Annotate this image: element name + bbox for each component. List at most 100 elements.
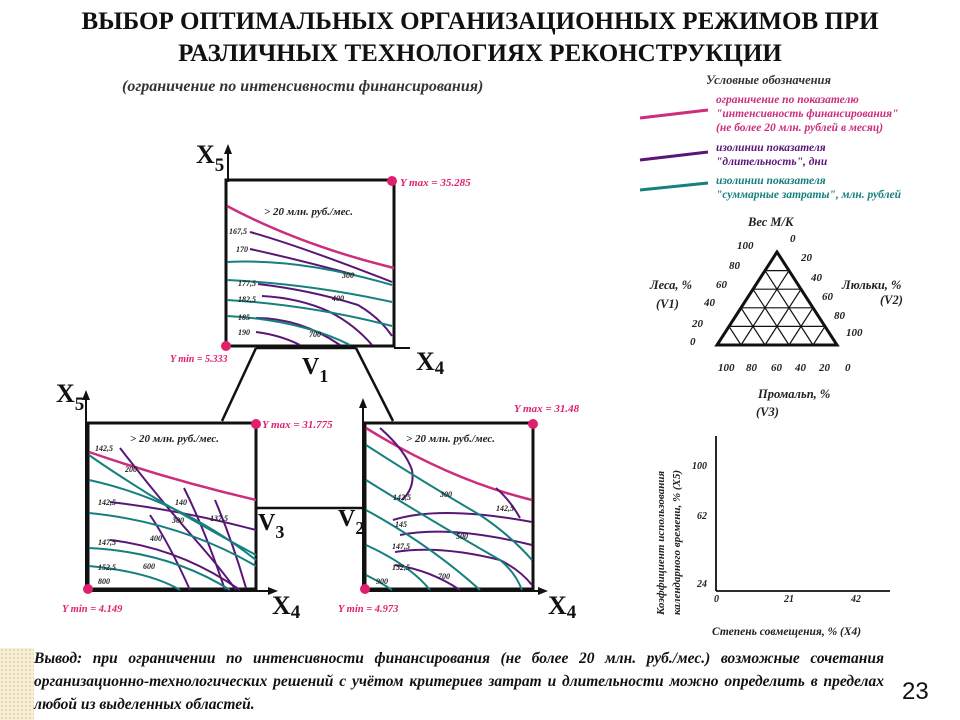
triangle-bottom-sub: (V3) bbox=[756, 405, 779, 419]
panel-right-constraint-label: > 20 млн. руб./мес. bbox=[406, 433, 495, 445]
left-duration-label: 140 bbox=[175, 498, 187, 507]
legend-item-cost-2: "суммарные затраты", млн. рублей bbox=[716, 188, 902, 201]
panel-right-constraint-line bbox=[365, 426, 533, 502]
right-cost-label: 900 bbox=[376, 577, 388, 586]
legend-line-constraint bbox=[639, 108, 709, 120]
legend-item-duration-2: "длительность", дни bbox=[716, 156, 828, 168]
tri-bottom-tick: 80 bbox=[746, 362, 758, 374]
legend-item-constraint-1: ограничение по показателю bbox=[716, 94, 859, 106]
tri-bottom-tick: 100 bbox=[718, 362, 735, 374]
legend: Условные обозначения ограничение по пока… bbox=[639, 73, 902, 201]
panel-right-x-arrow bbox=[538, 587, 548, 595]
legend-heading: Условные обозначения bbox=[706, 73, 832, 87]
axes-y-tick: 100 bbox=[692, 461, 707, 472]
panel-right-x-label: X4 bbox=[548, 591, 577, 623]
panel-left-constraint-label: > 20 млн. руб./мес. bbox=[130, 433, 219, 445]
triangle-grid bbox=[728, 270, 826, 346]
right-duration-label: 152,5 bbox=[392, 563, 410, 572]
top-duration-label: 170 bbox=[236, 245, 248, 254]
right-duration-label: 145 bbox=[395, 520, 407, 529]
triangle-left-sub: (V1) bbox=[656, 297, 679, 311]
top-cost-label: 300 bbox=[341, 271, 354, 280]
panel-top-x-label: X4 bbox=[416, 347, 445, 379]
left-cost-label: 600 bbox=[143, 562, 155, 571]
tri-bottom-tick: 40 bbox=[794, 362, 807, 374]
ternary-triangle: Вес М/К Леса, % (V1) Люльки, % (V2) Пром… bbox=[649, 215, 903, 419]
tri-bottom-tick: 0 bbox=[845, 362, 851, 374]
conclusion-decoration bbox=[0, 648, 34, 720]
panel-left: 142,5 142,5 147,5 152,5 140 137,5 200 30… bbox=[56, 379, 333, 623]
tri-left-tick: 20 bbox=[691, 318, 704, 330]
slide-title-line2: РАЗЛИЧНЫХ ТЕХНОЛОГИЯХ РЕКОНСТРУКЦИИ bbox=[178, 40, 782, 67]
panel-top-constraint-label: > 20 млн. руб./мес. bbox=[264, 206, 353, 218]
left-cost-label: 400 bbox=[149, 534, 162, 543]
tri-left-tick: 0 bbox=[690, 336, 696, 348]
triangle-bottom-label: Промальп, % bbox=[757, 387, 830, 401]
legend-item-constraint-3: (не более 20 млн. рублей в месяц) bbox=[716, 121, 883, 134]
right-duration-label: 147,5 bbox=[392, 542, 410, 551]
right-cost-label: 300 bbox=[439, 490, 452, 499]
tri-left-tick: 60 bbox=[716, 279, 728, 291]
left-cost-label: 800 bbox=[98, 577, 110, 586]
top-duration-label: 167,5 bbox=[229, 227, 247, 236]
panel-top-y-label: X5 bbox=[196, 140, 224, 176]
panel-right: 142,5 145 147,5 152,5 142,5 300 500 700 … bbox=[338, 398, 580, 623]
axes-y-label-1: Коэффициент использования bbox=[655, 471, 667, 616]
left-duration-label: 142,5 bbox=[95, 444, 113, 453]
panel-left-ymax: Y max = 31.775 bbox=[262, 419, 333, 431]
legend-line-duration bbox=[639, 150, 709, 162]
panel-left-ymax-marker bbox=[251, 419, 261, 429]
tri-bottom-tick: 20 bbox=[818, 362, 831, 374]
right-cost-label: 500 bbox=[456, 532, 468, 541]
panel-left-vertex: V3 bbox=[258, 510, 284, 542]
axes-y-tick: 24 bbox=[696, 579, 707, 590]
panel-top-y-arrow bbox=[224, 144, 232, 154]
panel-left-x-label: X4 bbox=[272, 591, 301, 623]
slide-subtitle: (ограничение по интенсивности финансиров… bbox=[122, 78, 484, 95]
panel-right-ymin: Y min = 4.973 bbox=[338, 604, 398, 615]
axes-y-tick: 62 bbox=[697, 511, 707, 522]
tri-right-tick: 40 bbox=[810, 272, 823, 284]
panel-left-ymin: Y min = 4.149 bbox=[62, 604, 123, 615]
triangle-left-label: Леса, % bbox=[649, 278, 692, 292]
tri-bottom-tick: 60 bbox=[771, 362, 783, 374]
legend-line-cost bbox=[639, 181, 709, 192]
tri-right-tick: 80 bbox=[834, 310, 846, 322]
panel-top-ymax-marker bbox=[387, 176, 397, 186]
triangle-top-label: Вес М/К bbox=[747, 215, 795, 229]
left-cost-label: 300 bbox=[171, 516, 184, 525]
triangle-outline bbox=[714, 249, 840, 347]
top-duration-label: 177,5 bbox=[238, 279, 256, 288]
panel-right-frame bbox=[363, 421, 535, 591]
panel-top-vertex: V1 bbox=[302, 354, 328, 386]
left-duration-label: 147,5 bbox=[98, 538, 116, 547]
axes-y-label-2: календарного времени, % (X5) bbox=[671, 470, 683, 615]
panel-right-y-arrow bbox=[359, 398, 367, 408]
panel-top-ymin-marker bbox=[221, 341, 231, 351]
panel-right-ymin-marker bbox=[360, 584, 370, 594]
legend-item-cost-1: изолинии показателя bbox=[716, 175, 826, 187]
tri-right-tick: 0 bbox=[790, 233, 796, 245]
right-cost-label: 700 bbox=[438, 572, 450, 581]
empty-axes-chart: 100 62 24 0 21 42 Коэффициент использова… bbox=[655, 436, 890, 638]
axes-x-label: Степень совмещения, % (X4) bbox=[712, 626, 861, 638]
axes-x-tick: 21 bbox=[783, 594, 794, 605]
conclusion-text: Вывод: при ограничении по интенсивности … bbox=[34, 647, 884, 716]
top-cost-label: 400 bbox=[331, 294, 344, 303]
slide-title: ВЫБОР ОПТИМАЛЬНЫХ ОРГАНИЗАЦИОННЫХ РЕЖИМО… bbox=[0, 6, 960, 70]
panel-left-x-arrow bbox=[268, 587, 278, 595]
left-duration-label: 142,5 bbox=[98, 498, 116, 507]
panel-right-vertex: V2 bbox=[338, 506, 364, 538]
axes-x-tick: 42 bbox=[850, 594, 861, 605]
conclusion-body: при ограничении по интенсивности финанси… bbox=[34, 650, 884, 713]
page-number: 23 bbox=[902, 678, 929, 705]
panel-right-ymax-marker bbox=[528, 419, 538, 429]
top-duration-label: 182,5 bbox=[238, 295, 256, 304]
triangle-right-sub: (V2) bbox=[880, 293, 903, 307]
tri-right-tick: 60 bbox=[822, 291, 834, 303]
top-duration-label: 185 bbox=[238, 313, 250, 322]
top-cost-label: 700 bbox=[309, 330, 321, 339]
left-duration-label: 137,5 bbox=[210, 514, 228, 523]
panel-left-frame bbox=[86, 421, 258, 591]
